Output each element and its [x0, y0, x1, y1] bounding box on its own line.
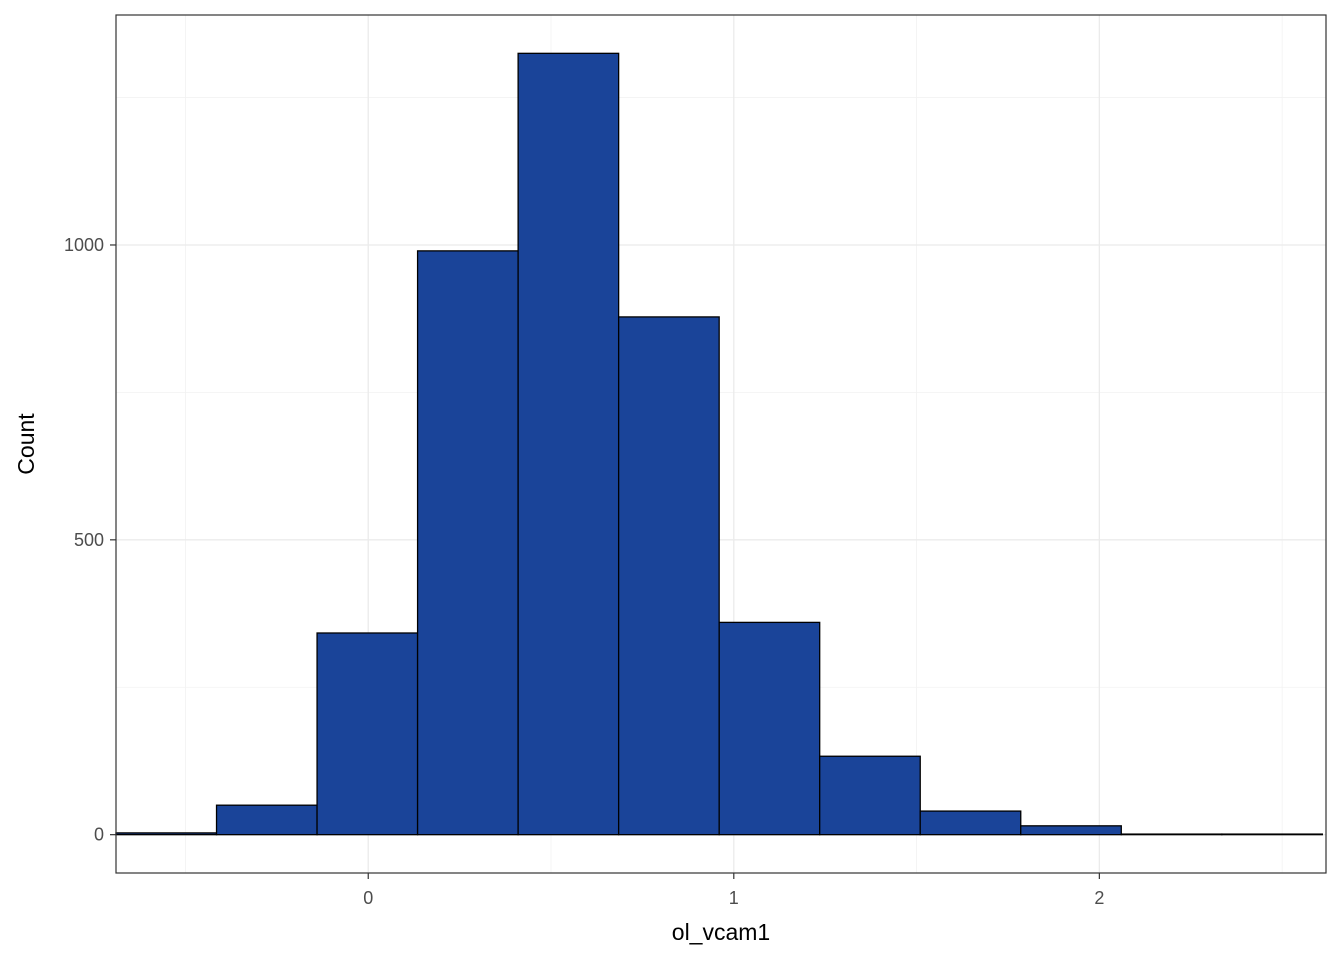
y-tick-label: 500 — [74, 530, 104, 550]
histogram-bar-8 — [819, 755, 921, 836]
histogram-bar-12 — [1221, 833, 1323, 836]
histogram-bars — [115, 52, 1323, 836]
y-tick-label: 1000 — [64, 235, 104, 255]
histogram-bar-9 — [919, 810, 1022, 836]
y-axis-title: Count — [13, 413, 39, 475]
histogram-bar-10 — [1020, 825, 1122, 836]
y-axis-ticks: 0 500 1000 — [64, 235, 116, 845]
x-axis-ticks: 0 1 2 — [363, 873, 1104, 908]
x-tick-label: 2 — [1094, 888, 1104, 908]
y-tick-label: 0 — [94, 825, 104, 845]
histogram-bar-2 — [215, 804, 318, 836]
x-tick-label: 0 — [363, 888, 373, 908]
histogram-bar-7 — [718, 621, 821, 836]
x-axis-title: ol_vcam1 — [672, 919, 770, 945]
x-tick-label: 1 — [729, 888, 739, 908]
histogram-bar-3 — [316, 632, 419, 836]
histogram-bar-1 — [115, 832, 218, 836]
histogram-bar-5 — [517, 52, 620, 836]
histogram-bar-11 — [1120, 833, 1223, 836]
plot-panel-border — [115, 14, 1327, 874]
histogram-bar-6 — [617, 316, 720, 836]
histogram-bar-4 — [416, 250, 519, 836]
